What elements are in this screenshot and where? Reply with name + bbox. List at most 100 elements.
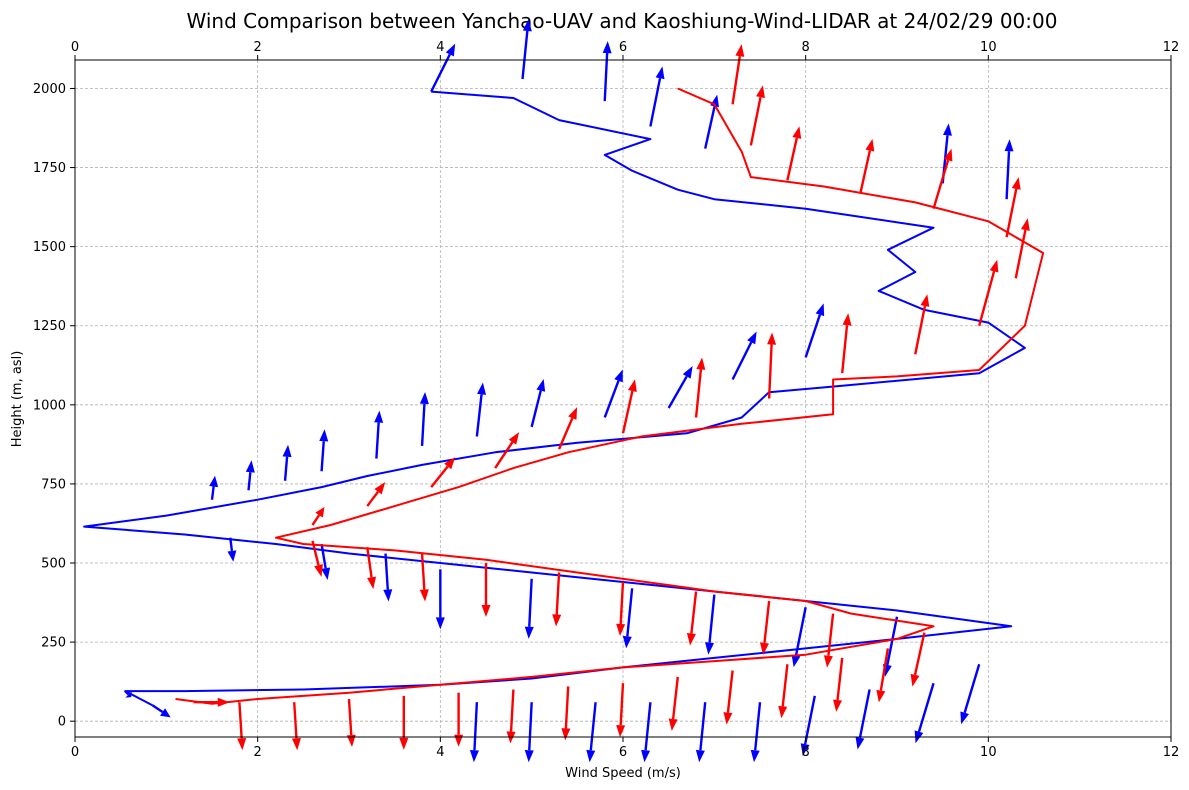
wind-arrow-shaft: [375, 422, 380, 459]
wind-arrow: [124, 690, 132, 698]
y-tick-label: 1000: [33, 398, 66, 413]
wind-arrow-head: [778, 705, 788, 719]
wind-arrow-shaft: [603, 53, 609, 102]
wind-arrow: [430, 43, 456, 93]
wind-arrow-shaft: [781, 664, 789, 707]
wind-arrow-head: [641, 749, 651, 763]
wind-arrow-shaft: [859, 150, 872, 194]
wind-arrow: [521, 18, 532, 80]
wind-arrow-shaft: [229, 537, 234, 552]
wind-arrow-head: [823, 655, 833, 668]
wind-arrow-shaft: [914, 305, 927, 355]
wind-arrow: [767, 332, 777, 399]
wind-arrow-head: [815, 303, 825, 317]
wind-arrow-head: [444, 457, 456, 470]
wind-arrow-shaft: [704, 106, 716, 149]
wind-arrow-head: [314, 564, 323, 577]
wind-arrow-head: [524, 626, 534, 639]
wind-arrow-shaft: [589, 702, 597, 751]
wind-arrow-shaft: [311, 540, 320, 566]
wind-arrow-head: [346, 734, 356, 748]
wind-arrow-shaft: [283, 456, 289, 481]
wind-arrow-head: [943, 148, 953, 162]
wind-arrow: [366, 547, 377, 590]
wind-arrow-shaft: [293, 702, 298, 739]
wind-arrow-head: [655, 66, 665, 80]
wind-arrow: [786, 126, 802, 181]
wind-arrow-shaft: [384, 553, 389, 590]
wind-arrow-head: [536, 378, 546, 392]
wind-arrow-head: [217, 697, 230, 707]
wind-arrow-shaft: [708, 594, 716, 643]
wind-arrow: [876, 648, 890, 703]
wind-arrow: [227, 537, 237, 562]
wind-arrow-head: [227, 550, 237, 562]
wind-arrow: [932, 148, 953, 210]
wind-arrow-head: [855, 736, 865, 750]
x-top-tick-label: 0: [71, 40, 79, 55]
wind-arrow: [723, 670, 734, 725]
wind-arrow-shaft: [841, 325, 849, 374]
wind-arrow-shaft: [430, 465, 449, 488]
y-tick-label: 2000: [33, 82, 66, 97]
wind-arrow-head: [454, 734, 464, 747]
wind-arrow-head: [791, 654, 801, 668]
y-tick-label: 0: [58, 715, 66, 730]
wind-arrow-shaft: [879, 648, 890, 691]
wind-arrow-head: [1004, 139, 1014, 152]
wind-arrow-shaft: [671, 676, 679, 720]
wind-arrow-shaft: [917, 682, 935, 733]
wind-arrow: [823, 613, 835, 668]
wind-arrow: [791, 607, 807, 668]
wind-arrow-shaft: [644, 702, 652, 751]
wind-arrow-head: [696, 357, 706, 370]
wind-arrow: [778, 664, 789, 719]
x-top-tick-label: 6: [619, 40, 627, 55]
series-2: [175, 44, 1045, 751]
wind-arrow: [586, 702, 597, 763]
wind-arrow: [399, 695, 409, 750]
x-tick-label: 12: [1163, 745, 1180, 760]
wind-arrow-shaft: [827, 613, 835, 656]
wind-arrow: [859, 138, 875, 194]
wind-arrow: [603, 369, 623, 418]
wind-arrow-head: [435, 617, 445, 630]
wind-arrow-head: [522, 18, 532, 32]
wind-arrow-shaft: [603, 380, 620, 418]
wind-arrow: [454, 692, 464, 747]
wind-arrow-shaft: [420, 403, 426, 447]
wind-arrow-head: [989, 259, 999, 273]
wind-arrow-shaft: [804, 314, 822, 358]
wind-arrow-head: [399, 737, 409, 750]
grid-layer: [74, 60, 1172, 737]
wind-arrow: [469, 702, 479, 763]
chart-title: Wind Comparison between Yanchao-UAV and …: [187, 9, 1058, 33]
x-axis-title: Wind Speed (m/s): [565, 766, 681, 781]
wind-arrow-shaft: [803, 695, 816, 745]
wind-arrow: [311, 540, 323, 577]
wind-arrow-head: [291, 737, 301, 751]
x-top-tick-label: 10: [980, 40, 997, 55]
wind-arrow: [311, 507, 325, 526]
wind-arrow-head: [245, 460, 255, 473]
wind-arrow-head: [383, 589, 393, 602]
wind-arrow-head: [321, 567, 331, 581]
wind-arrow-head: [668, 718, 678, 731]
wind-arrow: [419, 391, 429, 447]
wind-arrow: [374, 410, 384, 459]
wind-arrow-shaft: [886, 616, 899, 666]
wind-arrow-shaft: [521, 30, 529, 80]
wind-arrow-shaft: [667, 375, 688, 409]
wind-arrow-shaft: [913, 632, 926, 676]
wind-arrow-shaft: [626, 588, 634, 637]
wind-arrow-head: [586, 749, 596, 763]
wind-arrow: [430, 457, 456, 488]
wind-arrow-shaft: [786, 137, 798, 181]
x-tick-label: 2: [254, 745, 262, 760]
wind-arrow: [800, 695, 816, 756]
wind-arrow: [557, 407, 578, 450]
wind-arrow-head: [209, 475, 219, 488]
wind-arrow-head: [319, 429, 329, 442]
wind-arrow-head: [842, 313, 852, 326]
wind-arrow: [524, 702, 534, 763]
